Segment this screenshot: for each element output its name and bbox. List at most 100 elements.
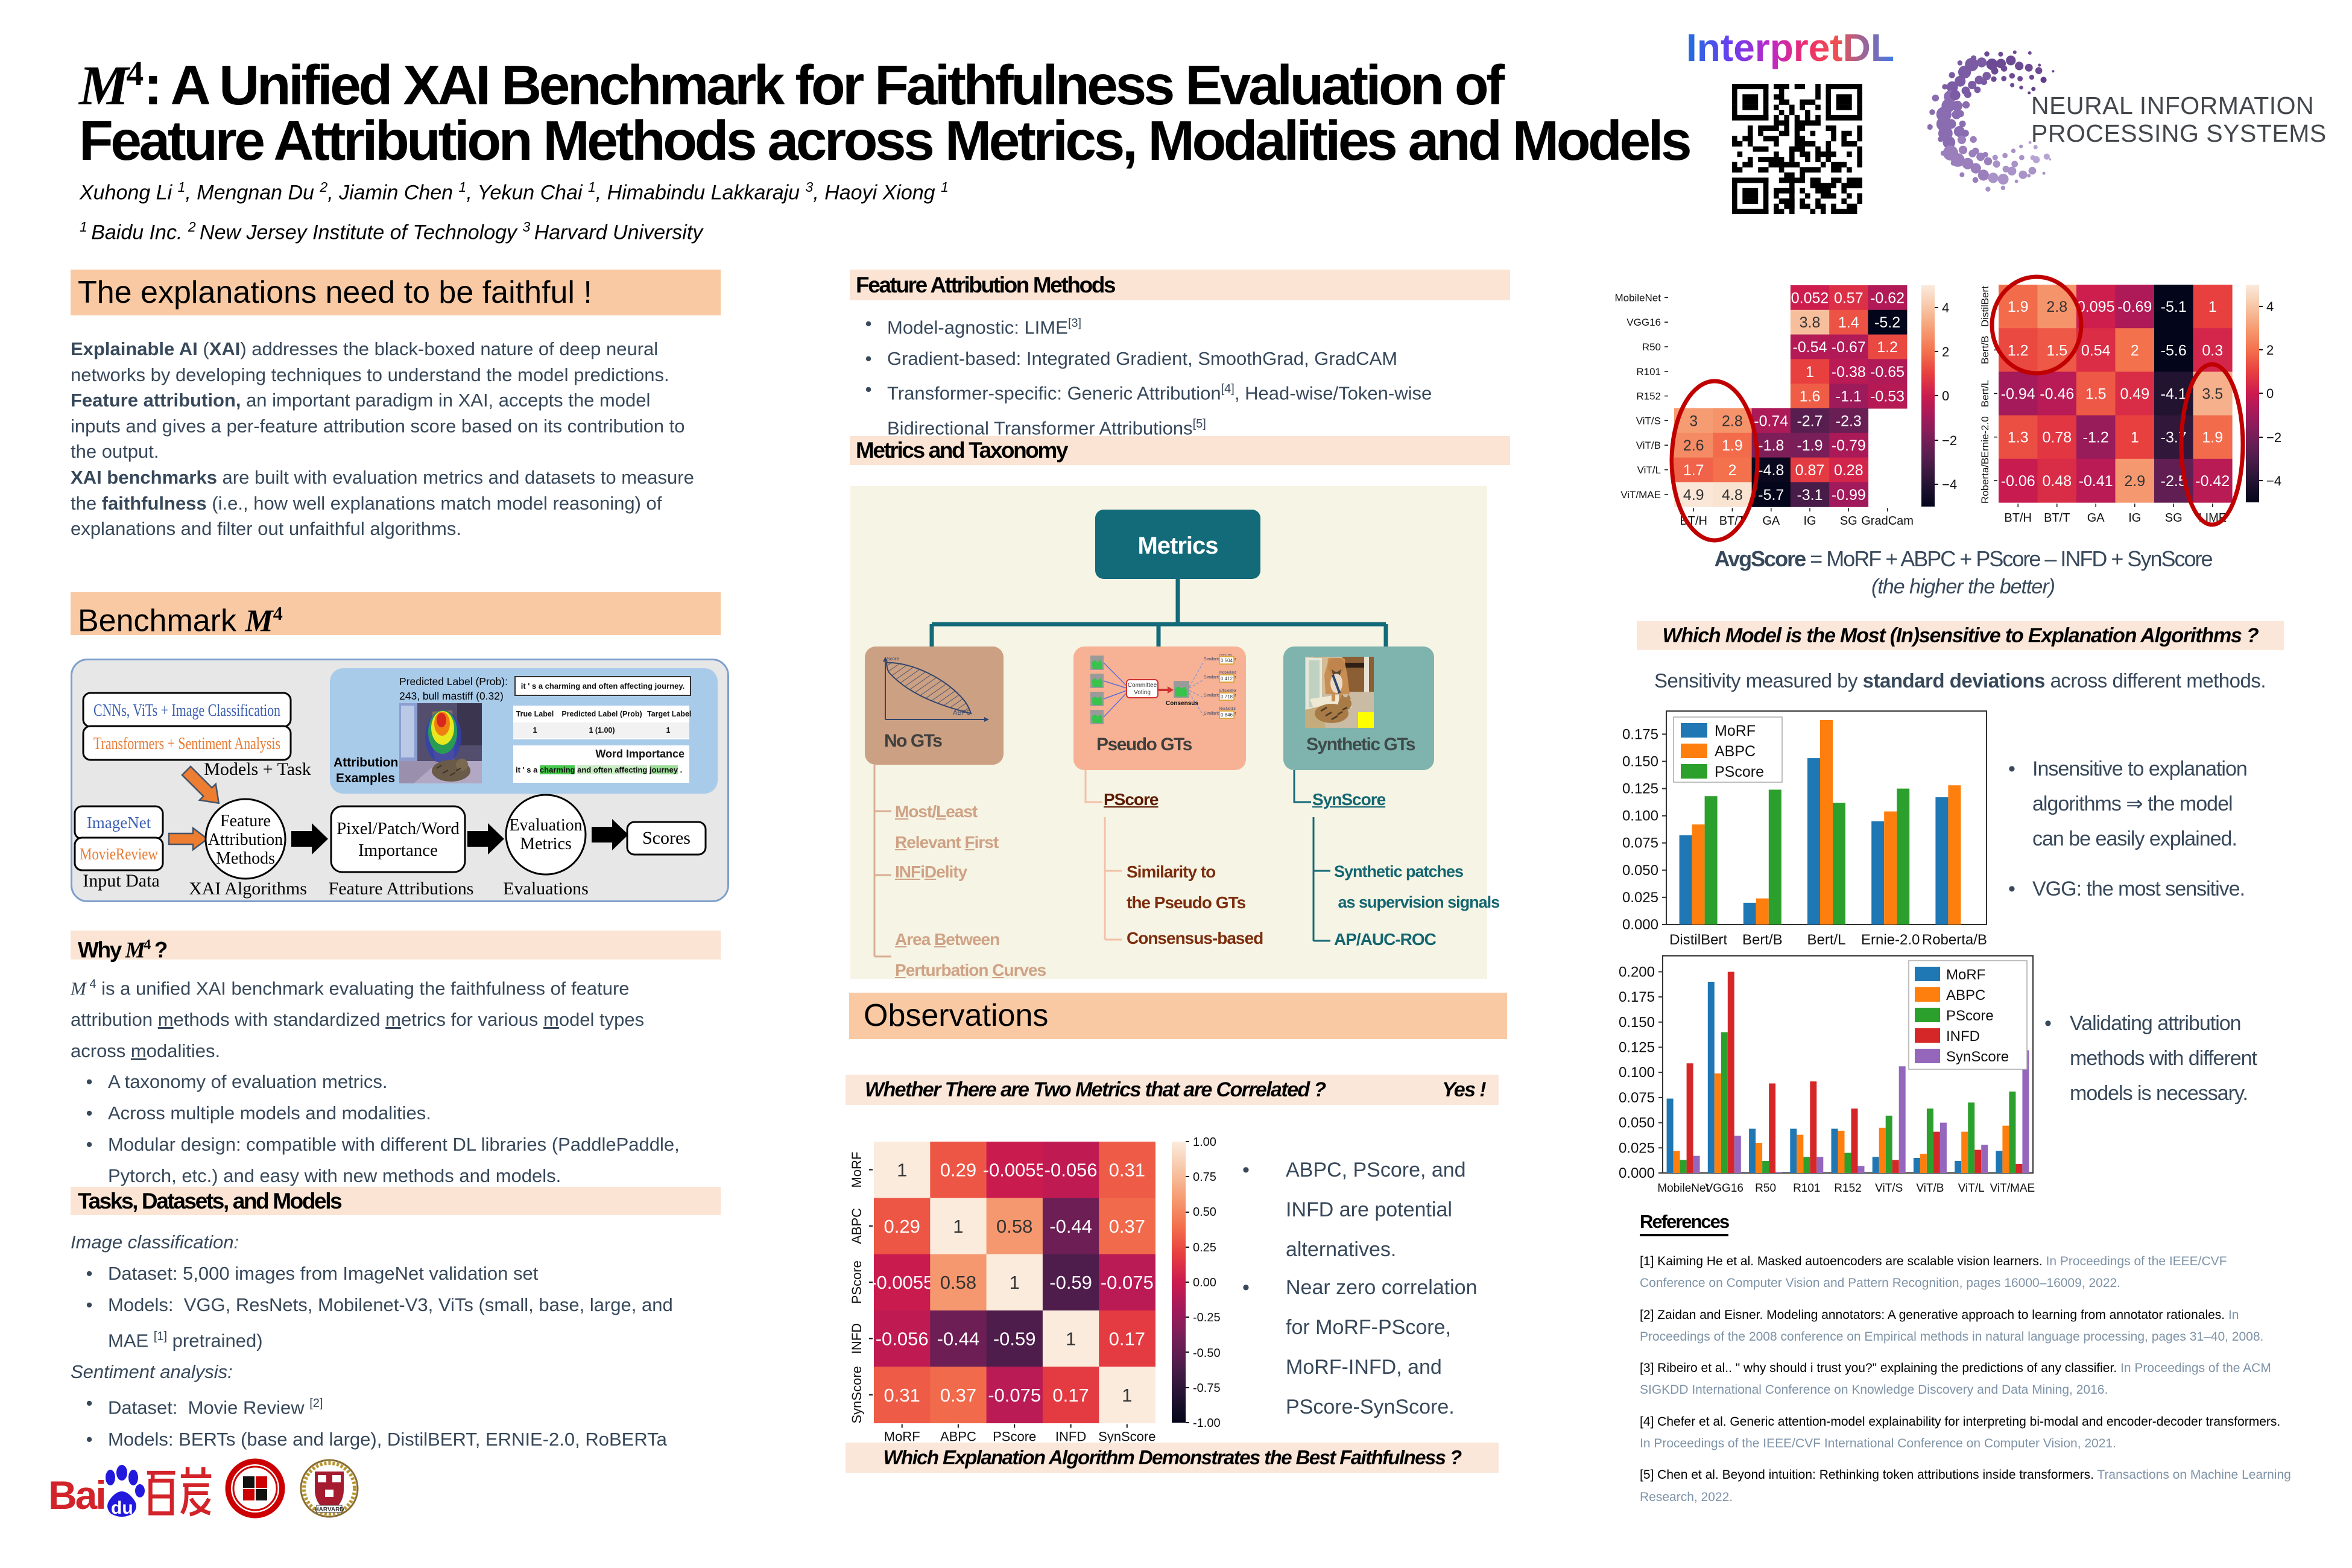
svg-text:0.57: 0.57	[1834, 289, 1864, 306]
svg-text:-5.7: -5.7	[1758, 487, 1784, 504]
svg-text:Ernie-2.0: Ernie-2.0	[1861, 932, 1920, 948]
svg-text:0.125: 0.125	[1619, 1040, 1655, 1056]
svg-text:-1.9: -1.9	[1797, 437, 1822, 454]
svg-text:XAI Algorithms: XAI Algorithms	[189, 879, 307, 899]
svg-text:Attribution: Attribution	[208, 830, 283, 849]
svg-text:-0.0055: -0.0055	[870, 1272, 934, 1293]
svg-text:-0.46: -0.46	[2040, 386, 2074, 403]
svg-text:0.504: 0.504	[1221, 658, 1233, 663]
svg-text:0: 0	[1942, 388, 1949, 403]
svg-text:0.29: 0.29	[884, 1216, 920, 1237]
svg-text:-1.2: -1.2	[2083, 429, 2109, 446]
svg-text:3: 3	[1689, 413, 1698, 429]
svg-text:1.2: 1.2	[1877, 339, 1898, 356]
svg-text:0.31: 0.31	[884, 1385, 920, 1406]
svg-text:0.37: 0.37	[1109, 1216, 1145, 1237]
svg-text:2.9: 2.9	[2124, 473, 2145, 490]
svg-text:-0.75: -0.75	[1193, 1382, 1221, 1395]
svg-text:2.8: 2.8	[1722, 413, 1743, 429]
svg-text:0.75: 0.75	[1193, 1171, 1216, 1184]
svg-text:SynScore: SynScore	[1946, 1049, 2009, 1065]
svg-text:-0.38: -0.38	[1832, 364, 1866, 381]
svg-text:0.54: 0.54	[2081, 342, 2111, 359]
svg-text:1: 1	[1010, 1272, 1020, 1293]
svg-text:BT/T: BT/T	[2044, 511, 2070, 525]
svg-text:MoRF: MoRF	[884, 1429, 920, 1444]
svg-text:2: 2	[1942, 344, 1949, 359]
svg-text:3.8: 3.8	[1800, 314, 1821, 331]
svg-text:MobileNet: MobileNet	[1657, 1182, 1709, 1195]
svg-text:-1.00: -1.00	[1193, 1417, 1221, 1430]
svg-text:GradCam: GradCam	[1861, 514, 1914, 528]
svg-text:2.6: 2.6	[1683, 437, 1704, 454]
svg-text:MoRF: MoRF	[1946, 967, 1985, 983]
svg-text:0.29: 0.29	[940, 1160, 976, 1181]
svg-text:0.200: 0.200	[1619, 964, 1655, 980]
svg-text:-0.075: -0.075	[988, 1385, 1041, 1406]
svg-text:-5.6: -5.6	[2161, 342, 2187, 359]
svg-text:1: 1	[2208, 299, 2217, 315]
svg-text:ViT/L: ViT/L	[1958, 1182, 1985, 1195]
svg-text:ABPC: ABPC	[1946, 987, 1985, 1004]
svg-text:1.9: 1.9	[1722, 437, 1743, 454]
svg-text:R152: R152	[1636, 391, 1661, 402]
svg-text:Evaluations: Evaluations	[503, 879, 589, 899]
svg-text:0.050: 0.050	[1619, 1115, 1655, 1131]
svg-text:Methods: Methods	[216, 849, 275, 868]
svg-text:PScore: PScore	[849, 1260, 864, 1304]
svg-text:4.8: 4.8	[1722, 487, 1743, 504]
svg-text:0.48: 0.48	[2042, 473, 2072, 490]
svg-text:ViT/S: ViT/S	[1875, 1182, 1903, 1195]
svg-text:-0.69: -0.69	[2117, 299, 2152, 315]
svg-text:0.718: 0.718	[1221, 694, 1233, 700]
svg-text:Evaluation: Evaluation	[509, 816, 582, 835]
svg-text:1.4: 1.4	[1838, 314, 1859, 331]
svg-text:Scores: Scores	[642, 828, 691, 848]
svg-text:Bert/B: Bert/B	[1979, 336, 1991, 364]
svg-text:Feature: Feature	[220, 812, 271, 830]
svg-text:0.100: 0.100	[1622, 808, 1658, 824]
svg-text:ImageNet: ImageNet	[87, 814, 151, 832]
svg-text:Ernie-2.0: Ernie-2.0	[1979, 416, 1991, 458]
svg-text:SG: SG	[2165, 511, 2183, 525]
svg-text:−4: −4	[2266, 473, 2281, 488]
svg-text:-2.3: -2.3	[1836, 413, 1862, 429]
svg-text:ABPC: ABPC	[940, 1429, 976, 1444]
svg-text:INFD: INFD	[1055, 1429, 1086, 1444]
svg-text:ViT/B: ViT/B	[1636, 440, 1661, 451]
svg-text:1.7: 1.7	[1683, 462, 1704, 479]
svg-text:Roberta/B: Roberta/B	[1922, 932, 1987, 948]
svg-text:4: 4	[2266, 299, 2274, 314]
svg-text:GA: GA	[1762, 514, 1780, 528]
svg-text:IG: IG	[2128, 511, 2141, 525]
svg-text:Consensus: Consensus	[1166, 700, 1198, 707]
svg-text:1: 1	[953, 1216, 963, 1237]
svg-text:0.150: 0.150	[1622, 754, 1658, 770]
svg-text:PScore: PScore	[1946, 1008, 1994, 1024]
svg-text:1.5: 1.5	[2046, 342, 2067, 359]
svg-text:Pixel/Patch/Word: Pixel/Patch/Word	[337, 819, 460, 838]
svg-text:1: 1	[1122, 1385, 1132, 1406]
svg-text:Bert/B: Bert/B	[1742, 932, 1783, 948]
svg-text:-0.67: -0.67	[1832, 339, 1866, 356]
svg-text:1.5: 1.5	[2085, 386, 2107, 403]
svg-text:IG: IG	[1803, 514, 1816, 528]
svg-text:EfficientNetB0: EfficientNetB0	[1219, 689, 1236, 693]
svg-text:-0.79: -0.79	[1832, 437, 1866, 454]
svg-text:Voting: Voting	[1134, 689, 1151, 696]
svg-text:GA: GA	[2087, 511, 2105, 525]
svg-text:1: 1	[2131, 429, 2139, 446]
svg-text:1.2: 1.2	[2008, 342, 2029, 359]
svg-text:BT/H: BT/H	[2004, 511, 2032, 525]
svg-text:0.58: 0.58	[996, 1216, 1032, 1237]
svg-text:1: 1	[1066, 1329, 1076, 1350]
svg-text:0.49: 0.49	[2120, 386, 2149, 403]
svg-text:0.175: 0.175	[1622, 726, 1658, 742]
svg-text:Input Data: Input Data	[83, 871, 159, 891]
svg-text:0.28: 0.28	[1834, 462, 1864, 479]
svg-text:−2: −2	[2266, 430, 2281, 445]
svg-text:1: 1	[1806, 364, 1814, 381]
svg-text:0.87: 0.87	[1795, 462, 1825, 479]
svg-text:AlexNet: AlexNet	[1219, 654, 1232, 657]
svg-text:1.9: 1.9	[2202, 429, 2223, 446]
